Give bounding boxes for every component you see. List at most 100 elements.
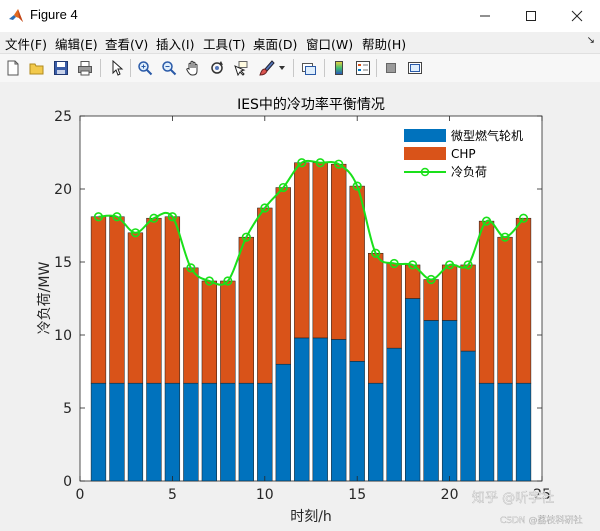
x-tick-label: 5 [168, 487, 177, 503]
menu-help[interactable]: 帮助(H) [362, 37, 407, 52]
point-cooling-load [278, 182, 288, 193]
show-plot-tools-icon[interactable] [404, 57, 426, 79]
bar-chp [331, 163, 347, 340]
bar-chp [275, 187, 291, 365]
point-cooling-load [223, 276, 233, 286]
bar-chp [164, 216, 181, 384]
x-tick-label: 20 [441, 487, 459, 503]
y-tick-label: 20 [54, 182, 72, 198]
menu-insert[interactable]: 插入(I) [156, 37, 195, 52]
figure-canvas: 0 5 10 15 20 25 0 5 10 15 20 25 IES中的冷功率平衡情况 时刻/h 冷… [0, 82, 600, 531]
toolbar-separator [100, 59, 101, 77]
menu-bar: 文件(F) 编辑(E) 查看(V) 插入(I) 工具(T) 桌面(D) 窗口(W… [0, 32, 600, 52]
menu-tools[interactable]: 工具(T) [203, 37, 246, 52]
bar-chp [460, 264, 476, 352]
point-cooling-load [463, 260, 473, 270]
zoom-out-icon[interactable] [158, 57, 180, 79]
point-cooling-load [334, 159, 344, 169]
legend: 微型燃气轮机 CHP 冷负荷 [399, 123, 533, 187]
y-axis-label: 冷负荷/MW [37, 262, 53, 335]
maximize-button[interactable] [508, 0, 554, 32]
data-cursor-icon[interactable] [230, 57, 252, 79]
bar-micro-turbine [90, 382, 107, 482]
bar-micro-turbine [515, 382, 532, 482]
bar-micro-turbine [146, 382, 162, 482]
y-tick-label: 15 [54, 255, 72, 271]
legend-swatch-micro-turbine [404, 129, 446, 142]
menu-edit[interactable]: 编辑(E) [55, 37, 98, 52]
figure-toolbar [0, 53, 600, 83]
bar-chp [109, 216, 125, 384]
bar-micro-turbine [201, 382, 218, 482]
line-cooling-load [98, 159, 525, 286]
menu-view[interactable]: 查看(V) [105, 37, 149, 52]
legend-label-micro-turbine: 微型燃气轮机 [451, 128, 523, 143]
menu-file[interactable]: 文件(F) [5, 37, 47, 52]
link-plot-icon[interactable] [298, 57, 320, 79]
point-cooling-load [204, 276, 214, 286]
maximize-icon [526, 11, 536, 21]
point-cooling-load [130, 228, 141, 238]
bar-micro-turbine [423, 320, 439, 482]
point-cooling-load [500, 232, 510, 242]
bar-micro-turbine [331, 339, 347, 482]
x-tick-label: 10 [256, 487, 274, 503]
rotate-3d-icon[interactable] [206, 57, 228, 79]
bar-micro-turbine [294, 337, 310, 482]
point-cooling-load [260, 203, 270, 213]
zoom-in-icon[interactable] [134, 57, 156, 79]
x-tick-label: 15 [348, 487, 366, 503]
matlab-app-icon [9, 9, 23, 22]
save-icon[interactable] [50, 57, 72, 79]
pointer-icon[interactable] [106, 57, 128, 79]
bar-micro-turbine [404, 298, 421, 482]
brush-icon[interactable] [256, 57, 278, 79]
bar-chp [386, 263, 402, 349]
point-cooling-load [445, 260, 455, 270]
point-cooling-load [389, 258, 399, 269]
bar-chp [478, 220, 495, 384]
new-figure-icon[interactable] [2, 57, 24, 79]
bar-micro-turbine [368, 382, 384, 482]
x-axis-label: 时刻/h [290, 509, 332, 525]
toolbar-separator [293, 59, 294, 77]
bar-micro-turbine [183, 382, 199, 482]
chart-title: IES中的冷功率平衡情况 [237, 96, 385, 113]
point-cooling-load [371, 248, 381, 258]
toolbar-separator [376, 59, 377, 77]
bar-micro-turbine [127, 382, 144, 482]
legend-label-chp: CHP [451, 147, 476, 161]
pan-icon[interactable] [182, 57, 204, 79]
open-file-icon[interactable] [26, 57, 48, 79]
menu-window[interactable]: 窗口(W) [306, 37, 354, 52]
point-cooling-load [481, 216, 492, 226]
colorbar-icon[interactable] [328, 57, 350, 79]
menu-desktop[interactable]: 桌面(D) [253, 37, 298, 52]
watermark-zhihu: 知乎 @听字社 [472, 490, 554, 506]
hide-plot-tools-icon[interactable] [380, 57, 402, 79]
y-tick-label: 5 [63, 401, 72, 417]
bar-chp [146, 217, 162, 384]
bar-micro-turbine [312, 337, 328, 482]
bar-micro-turbine [220, 382, 236, 482]
bar-chp [257, 207, 273, 384]
dock-arrow-icon[interactable]: ↘ [586, 35, 595, 46]
legend-label-cooling-load: 冷负荷 [451, 165, 487, 179]
minimize-button[interactable] [462, 0, 508, 32]
bar-micro-turbine [349, 361, 365, 482]
legend-icon[interactable] [352, 57, 374, 79]
print-icon[interactable] [74, 57, 96, 79]
close-button[interactable] [554, 0, 600, 32]
brush-dropdown-icon[interactable] [276, 57, 288, 79]
bar-micro-turbine [386, 347, 402, 482]
bar-micro-turbine [164, 382, 181, 482]
bar-micro-turbine [497, 382, 513, 482]
bar-chp [201, 280, 218, 384]
point-cooling-load [315, 158, 325, 168]
bar-chp [238, 236, 254, 384]
chart: 0 5 10 15 20 25 0 5 10 15 20 25 IES中的冷功率平衡情况 时刻/h 冷… [37, 96, 583, 526]
bar-micro-turbine [275, 363, 291, 482]
bar-micro-turbine [238, 382, 254, 482]
toolbar-separator [324, 59, 325, 77]
point-cooling-load [297, 158, 307, 168]
